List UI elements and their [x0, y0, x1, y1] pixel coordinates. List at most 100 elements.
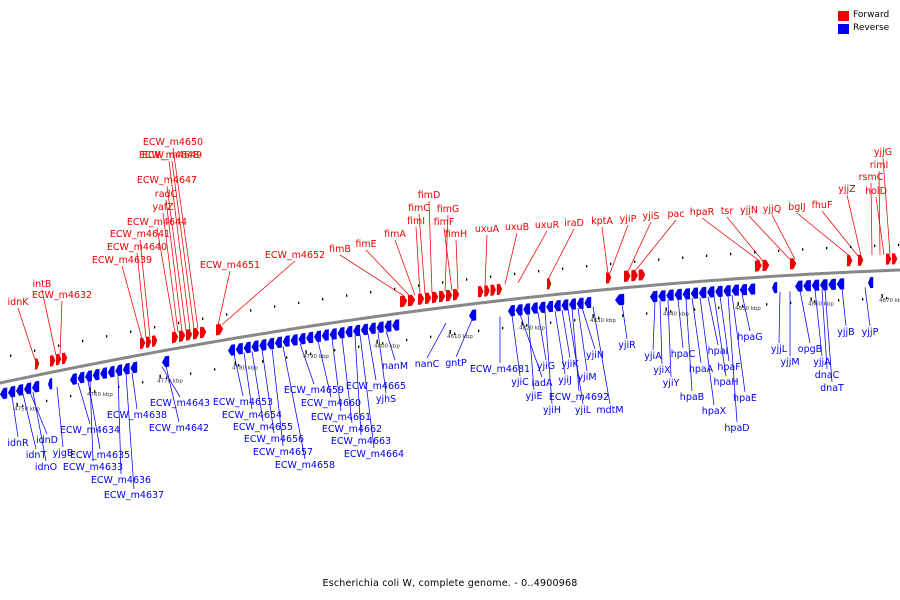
gene-label: fimF — [434, 217, 455, 228]
gene-label: ECW_m4635 — [70, 450, 130, 461]
leader-line — [168, 160, 191, 331]
reverse-gene — [682, 288, 690, 300]
forward-gene — [638, 269, 646, 281]
gene-label: ECW_m4642 — [149, 423, 209, 434]
backbone-line — [0, 268, 900, 385]
leader-line — [166, 185, 187, 331]
minor-tick — [658, 258, 660, 261]
leader-line — [444, 214, 449, 292]
leader-line — [59, 300, 63, 355]
tick-label: 4860 kbp — [808, 301, 834, 307]
gene-label: yjiC — [511, 377, 529, 388]
minor-tick — [634, 260, 636, 263]
minor-tick — [370, 291, 372, 294]
leader-line — [359, 334, 375, 449]
minor-ticks — [10, 243, 900, 408]
gene-label: dnaC — [815, 370, 840, 381]
gene-label: uxuA — [475, 224, 500, 235]
forward-gene — [35, 358, 40, 370]
minor-tick — [586, 265, 588, 268]
leader-line — [261, 349, 275, 434]
reverse-gene — [8, 385, 16, 398]
minor-tick — [706, 254, 708, 257]
major-tick — [665, 307, 667, 312]
minor-tick — [22, 404, 24, 408]
gene-label: yjjL — [771, 344, 788, 355]
reverse-gene — [368, 322, 376, 335]
gene-label: ECW_m4664 — [344, 449, 404, 460]
reverse-gene — [306, 331, 314, 344]
forward-gene — [847, 255, 853, 267]
gene-label: yjjA — [813, 357, 831, 368]
minor-tick — [514, 272, 516, 276]
minor-tick — [766, 303, 768, 306]
reverse-swatch — [838, 23, 849, 34]
leader-line — [799, 290, 811, 344]
leader-line — [331, 338, 342, 412]
gene-label: ECW_m4633 — [63, 462, 123, 473]
leader-line — [89, 380, 94, 462]
gene-label: yjiX — [653, 365, 671, 376]
gene-label: ECW_m4650 — [143, 137, 203, 148]
forward-gene — [453, 289, 460, 301]
leader-line — [634, 219, 677, 272]
reverse-gene — [24, 382, 32, 395]
major-tick — [592, 314, 594, 318]
minor-tick — [358, 345, 360, 348]
gene-label: ECW_m4636 — [91, 475, 151, 486]
gene-label: hpaD — [724, 423, 749, 434]
forward-gene — [216, 323, 224, 336]
leader-line — [22, 393, 37, 450]
reverse-gene — [820, 279, 828, 291]
major-tick — [810, 297, 812, 302]
reverse-gene — [828, 278, 836, 290]
minor-tick — [394, 287, 396, 291]
forward-gene — [762, 259, 770, 272]
gene-label: hpaA — [689, 364, 714, 375]
forward-gene — [172, 331, 179, 344]
gene-label: fimA — [384, 229, 406, 240]
reverse-gene — [723, 285, 731, 297]
reverse-gene — [282, 335, 290, 347]
leader-line — [121, 265, 143, 339]
minor-tick — [538, 270, 540, 273]
reverse-genes — [0, 277, 874, 400]
gene-label: ECW_m4656 — [244, 434, 304, 445]
leader-line — [609, 224, 629, 274]
leader-line — [354, 335, 362, 436]
legend-reverse-label: Reverse — [853, 23, 890, 33]
minor-tick — [826, 246, 828, 250]
reverse-gene — [803, 280, 811, 292]
leader-line — [561, 309, 571, 359]
forward-gene — [146, 336, 152, 348]
leader-line — [251, 351, 264, 422]
reverse-gene — [576, 297, 584, 309]
gene-label: intB — [33, 279, 52, 290]
gene-label: radC — [155, 189, 178, 200]
reverse-gene — [32, 380, 40, 393]
minor-tick — [898, 243, 900, 247]
minor-tick — [754, 251, 756, 254]
tick-label: 4850 kbp — [735, 306, 761, 312]
leader-line — [726, 216, 764, 262]
forward-gene — [425, 292, 432, 304]
leader-line — [537, 312, 547, 361]
reverse-gene — [162, 355, 170, 368]
gene-label: yjjQ — [763, 204, 781, 215]
leader-line — [846, 194, 862, 256]
major-tick — [521, 321, 523, 326]
gene-label: yjjZ — [838, 184, 856, 195]
minor-tick — [430, 335, 432, 339]
leader-line — [233, 354, 244, 397]
legend-forward: Forward — [838, 9, 889, 22]
gene-label: opgB — [798, 344, 822, 355]
leader-line — [221, 260, 296, 325]
reverse-gene — [707, 286, 715, 298]
minor-tick — [346, 294, 348, 297]
gene-label: yjiP — [620, 214, 637, 225]
gene-label: yjhS — [376, 394, 396, 405]
minor-tick — [34, 349, 36, 352]
minor-tick — [562, 267, 564, 270]
legend-reverse: Reverse — [838, 22, 889, 35]
